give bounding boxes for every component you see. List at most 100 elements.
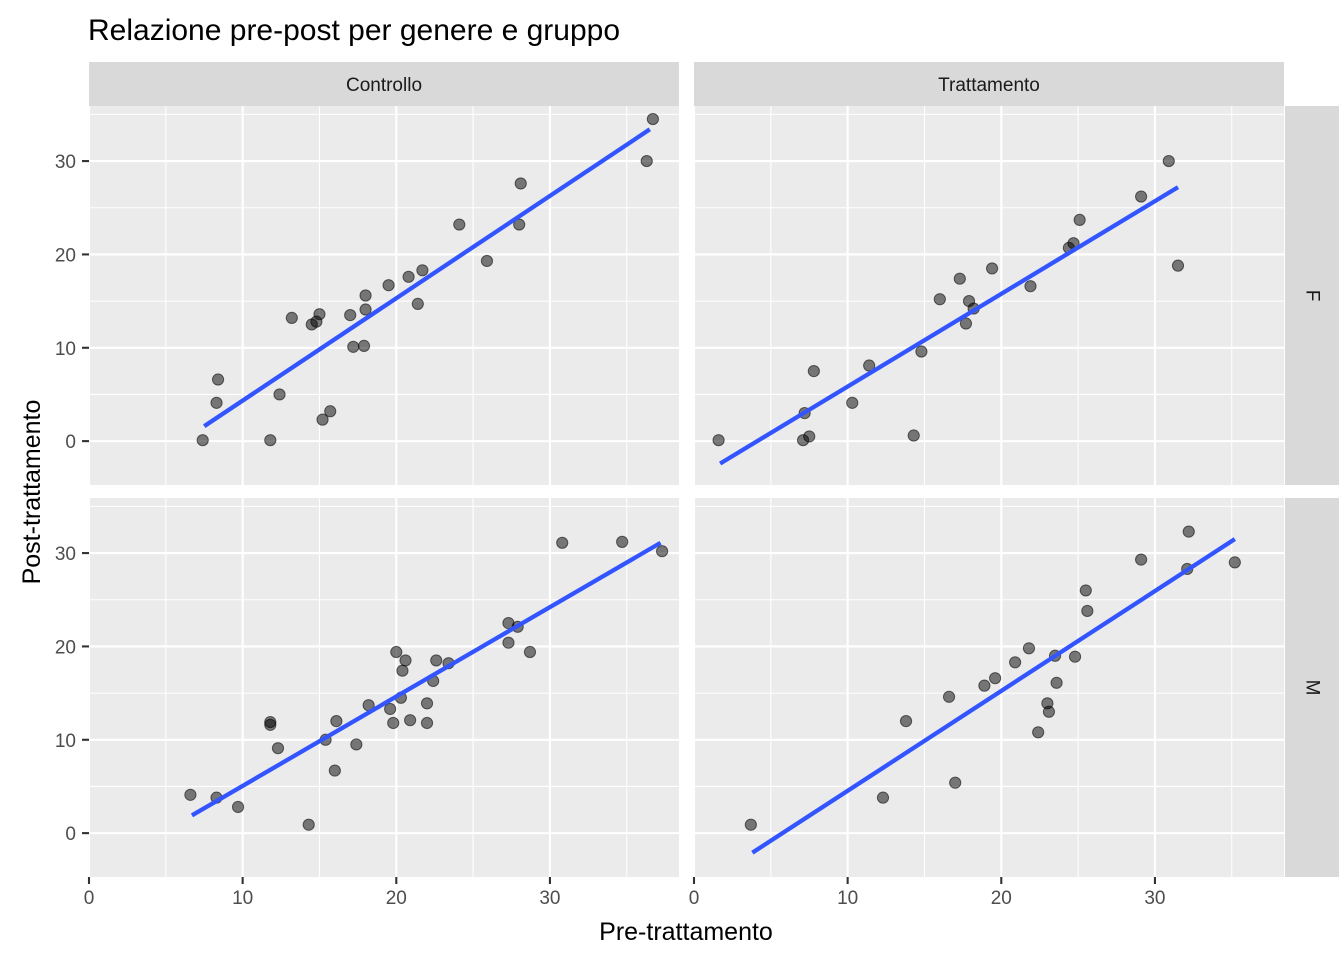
x-tick-label: 10 [837, 888, 858, 909]
panel-grid [694, 498, 1284, 877]
column-strip [89, 62, 679, 106]
y-tick-label: 0 [65, 432, 76, 453]
data-point [942, 690, 956, 703]
data-point [1171, 259, 1185, 272]
data-point [210, 396, 223, 409]
y-tick-label: 30 [55, 544, 76, 565]
data-point [1042, 705, 1056, 718]
row-strip-label: M [1302, 680, 1323, 696]
data-point [302, 818, 315, 831]
data-point [846, 396, 859, 409]
data-point [402, 270, 415, 283]
y-axis-title: Post-trattamento [18, 400, 46, 585]
data-point [953, 272, 966, 285]
data-point [807, 365, 820, 378]
column-strip [694, 62, 1284, 106]
x-axis-title: Pre-trattamento [599, 918, 773, 946]
data-point [949, 776, 962, 789]
panel-controllo-f [89, 106, 679, 485]
data-point [196, 434, 209, 447]
data-point [556, 536, 569, 549]
data-point [933, 293, 946, 306]
data-point [523, 645, 537, 659]
data-point [1081, 604, 1094, 618]
data-point [330, 715, 343, 728]
x-tick-label: 30 [539, 888, 560, 909]
data-point [324, 405, 337, 418]
data-point [416, 264, 429, 277]
panel-background [89, 106, 679, 485]
data-point [978, 679, 991, 692]
data-point [328, 764, 341, 777]
data-point [313, 308, 326, 321]
data-point [712, 434, 725, 447]
data-point [264, 715, 277, 729]
data-point [384, 702, 397, 716]
regression-line [751, 537, 1237, 855]
data-point [387, 716, 400, 730]
data-point [347, 340, 360, 353]
data-point [285, 311, 298, 325]
data-point [646, 112, 659, 126]
data-point [359, 303, 372, 316]
data-point [399, 654, 412, 667]
x-tick-label: 20 [991, 888, 1012, 909]
data-point [1135, 190, 1148, 203]
x-tick-label: 30 [1144, 888, 1165, 909]
data-point [430, 654, 443, 667]
data-point [640, 154, 653, 168]
column-strip-label: Controllo [346, 75, 422, 96]
x-tick-label: 0 [689, 888, 700, 909]
data-point [453, 218, 466, 231]
data-point [1009, 656, 1022, 669]
data-point [1073, 213, 1086, 226]
y-tick-label: 10 [55, 731, 76, 752]
row-strip [1285, 498, 1339, 877]
data-point [1022, 642, 1036, 655]
data-point [1228, 556, 1241, 569]
regression-line [190, 540, 662, 818]
x-tick-label: 0 [84, 888, 95, 909]
panel-trattamento-m [694, 498, 1284, 877]
data-point [350, 738, 363, 751]
data-point [404, 714, 417, 727]
panel-grid [694, 106, 1284, 485]
y-tick-label: 10 [55, 339, 76, 360]
data-point [907, 429, 920, 442]
data-point [344, 309, 357, 322]
x-tick-label: 10 [232, 888, 253, 909]
panel-controllo-m [89, 498, 679, 877]
row-strip-label: F [1302, 290, 1323, 302]
panel-grid [89, 106, 679, 485]
data-point [803, 430, 816, 443]
regression-line [203, 127, 651, 428]
data-point [985, 262, 999, 275]
data-point [480, 254, 494, 268]
data-point [744, 818, 757, 831]
row-strip [1285, 106, 1339, 485]
data-point [271, 742, 285, 755]
data-point [316, 413, 329, 426]
plot-panels: Controllo Trattamento F M 0 10 20 30 0 10 20 30 0 10 2… [55, 62, 1339, 909]
data-point [211, 373, 225, 386]
data-point [273, 388, 286, 401]
column-strip-label: Trattamento [938, 75, 1040, 96]
data-point [1079, 584, 1092, 597]
data-point [184, 788, 197, 801]
data-points [196, 112, 659, 447]
data-point [513, 218, 526, 231]
data-point [989, 672, 1002, 685]
data-point [655, 545, 669, 558]
data-point [390, 645, 403, 659]
data-point [1068, 650, 1082, 663]
regression-line [719, 185, 1180, 466]
chart-title: Relazione pre-post per genere e gruppo [88, 14, 620, 47]
y-tick-label: 30 [55, 152, 76, 173]
data-point [1050, 676, 1063, 689]
data-point [876, 791, 890, 804]
data-point [1032, 726, 1045, 739]
data-point [915, 345, 928, 358]
data-point [1162, 154, 1175, 168]
data-points [744, 525, 1241, 831]
